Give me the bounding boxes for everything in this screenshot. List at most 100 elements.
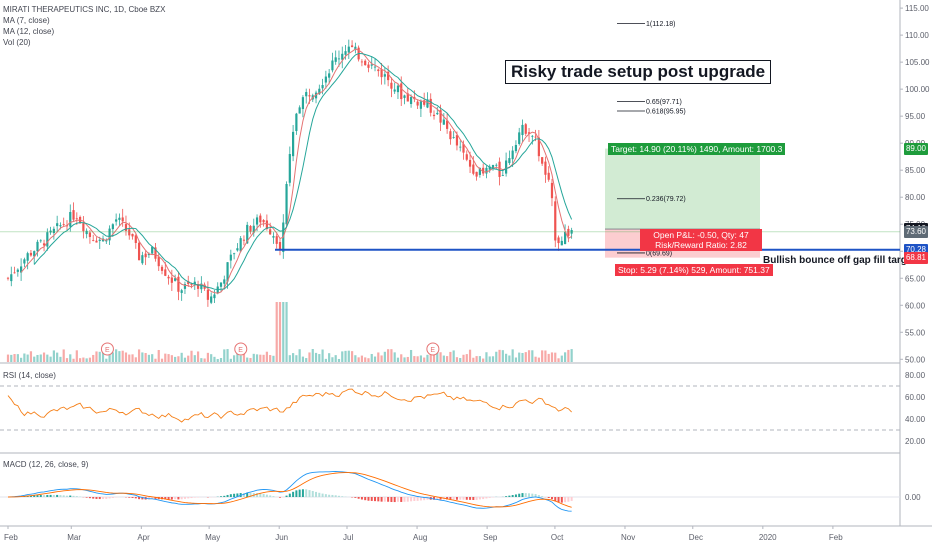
macd-histogram-bar [534, 494, 537, 497]
earnings-marker [426, 342, 440, 356]
candle-body [180, 290, 183, 293]
candle-body [59, 225, 62, 227]
volume-bar [550, 352, 554, 362]
macd-histogram-bar [475, 497, 478, 500]
rsi-tick-label: 20.00 [905, 437, 926, 446]
macd-histogram-bar [295, 490, 298, 497]
candle-body [193, 281, 196, 285]
candle-body [429, 98, 432, 113]
candle-body [275, 236, 278, 244]
y-tick-label: 80.00 [905, 193, 926, 202]
volume-bar [226, 349, 229, 362]
volume-bar [475, 356, 478, 362]
macd-histogram-bar [449, 497, 452, 500]
candle-body [216, 286, 219, 294]
volume-bar [52, 350, 55, 362]
volume-bar [373, 356, 377, 362]
macd-histogram-bar [390, 497, 393, 503]
macd-histogram-bar [364, 497, 367, 501]
y-tick-label: 100.00 [905, 85, 930, 94]
macd-histogram-bar [387, 497, 390, 502]
macd-histogram-bar [439, 497, 442, 500]
candle-body [98, 239, 101, 241]
macd-histogram-bar [488, 497, 491, 498]
macd-histogram-bar [452, 497, 455, 500]
candle-body [531, 135, 534, 137]
volume-legend[interactable]: Vol (20) [3, 38, 31, 47]
candle-body [23, 259, 26, 264]
candle-body [190, 283, 193, 285]
candle-body [196, 284, 200, 289]
candle-body [29, 252, 33, 256]
candle-body [75, 218, 78, 220]
macd-histogram-bar [174, 497, 177, 500]
symbol-title[interactable]: MIRATI THERAPEUTICS INC, 1D, Cboe BZX [3, 5, 166, 14]
macd-histogram-bar [242, 493, 245, 497]
macd-histogram-bar [167, 497, 170, 500]
volume-bar [560, 355, 563, 362]
x-tick-label: Aug [413, 533, 427, 542]
volume-bar [249, 357, 252, 362]
rsi-legend[interactable]: RSI (14, close) [3, 371, 56, 380]
macd-legend[interactable]: MACD (12, 26, close, 9) [3, 460, 89, 469]
macd-histogram-bar [541, 496, 544, 497]
macd-histogram-bar [357, 497, 360, 499]
gap-fill-note[interactable]: Bullish bounce off gap fill target [763, 255, 916, 266]
candle-body [6, 277, 10, 279]
volume-bar [128, 354, 131, 362]
candle-body [482, 167, 485, 174]
open-pl-label[interactable]: Open P&L: -0.50, Qty: 47 Risk/Reward Rat… [640, 229, 762, 251]
volume-bar [518, 352, 521, 362]
y-tick-label: 65.00 [905, 274, 926, 283]
target-label[interactable]: Target: 14.90 (20.11%) 1490, Amount: 170… [608, 143, 786, 155]
volume-bar [46, 354, 49, 362]
chart-title-annotation[interactable]: Risky trade setup post upgrade [505, 60, 772, 84]
candle-body [360, 61, 364, 63]
volume-bar [49, 356, 52, 362]
candle-body [33, 251, 36, 257]
macd-histogram-bar [528, 493, 531, 497]
volume-bar [462, 354, 465, 362]
macd-histogram-bar [170, 497, 173, 500]
stop-label[interactable]: Stop: 5.29 (7.14%) 529, Amount: 751.37 [615, 264, 773, 276]
ma12-line [33, 52, 573, 290]
volume-bar [308, 352, 311, 362]
macd-histogram-bar [547, 497, 550, 498]
macd-histogram-bar [108, 497, 111, 499]
price-tag: 89.00 [903, 142, 928, 155]
volume-bar [272, 355, 275, 362]
volume-bar [387, 349, 390, 362]
ma7-legend[interactable]: MA (7, close) [3, 16, 50, 25]
candle-body [291, 131, 295, 157]
candle-body [36, 241, 39, 252]
volume-bar [468, 349, 472, 362]
macd-histogram-bar [164, 497, 167, 500]
candle-body [498, 161, 501, 177]
volume-bar [265, 351, 268, 362]
candle-body [314, 92, 318, 99]
x-tick-label: Jun [275, 533, 288, 542]
volume-bar [101, 350, 105, 362]
macd-histogram-bar [301, 489, 304, 497]
candle-body [42, 243, 46, 246]
candle-body [563, 232, 567, 245]
volume-bar [350, 351, 354, 362]
candle-body [72, 210, 75, 220]
ma12-legend[interactable]: MA (12, close) [3, 27, 55, 36]
candle-body [347, 46, 350, 53]
volume-bar [6, 354, 10, 362]
candle-body [521, 124, 524, 136]
candle-body [233, 253, 236, 255]
volume-bar [39, 354, 42, 362]
macd-histogram-bar [92, 497, 95, 499]
fib-level-label: 0(69.69) [646, 250, 672, 257]
volume-bar [141, 352, 144, 362]
volume-bar [472, 357, 475, 362]
candle-body [341, 53, 344, 60]
volume-bar [121, 350, 124, 362]
candle-body [39, 240, 42, 242]
volume-bar [419, 355, 423, 362]
candle-body [121, 217, 124, 222]
volume-bar [115, 349, 118, 362]
volume-bar [495, 351, 498, 362]
